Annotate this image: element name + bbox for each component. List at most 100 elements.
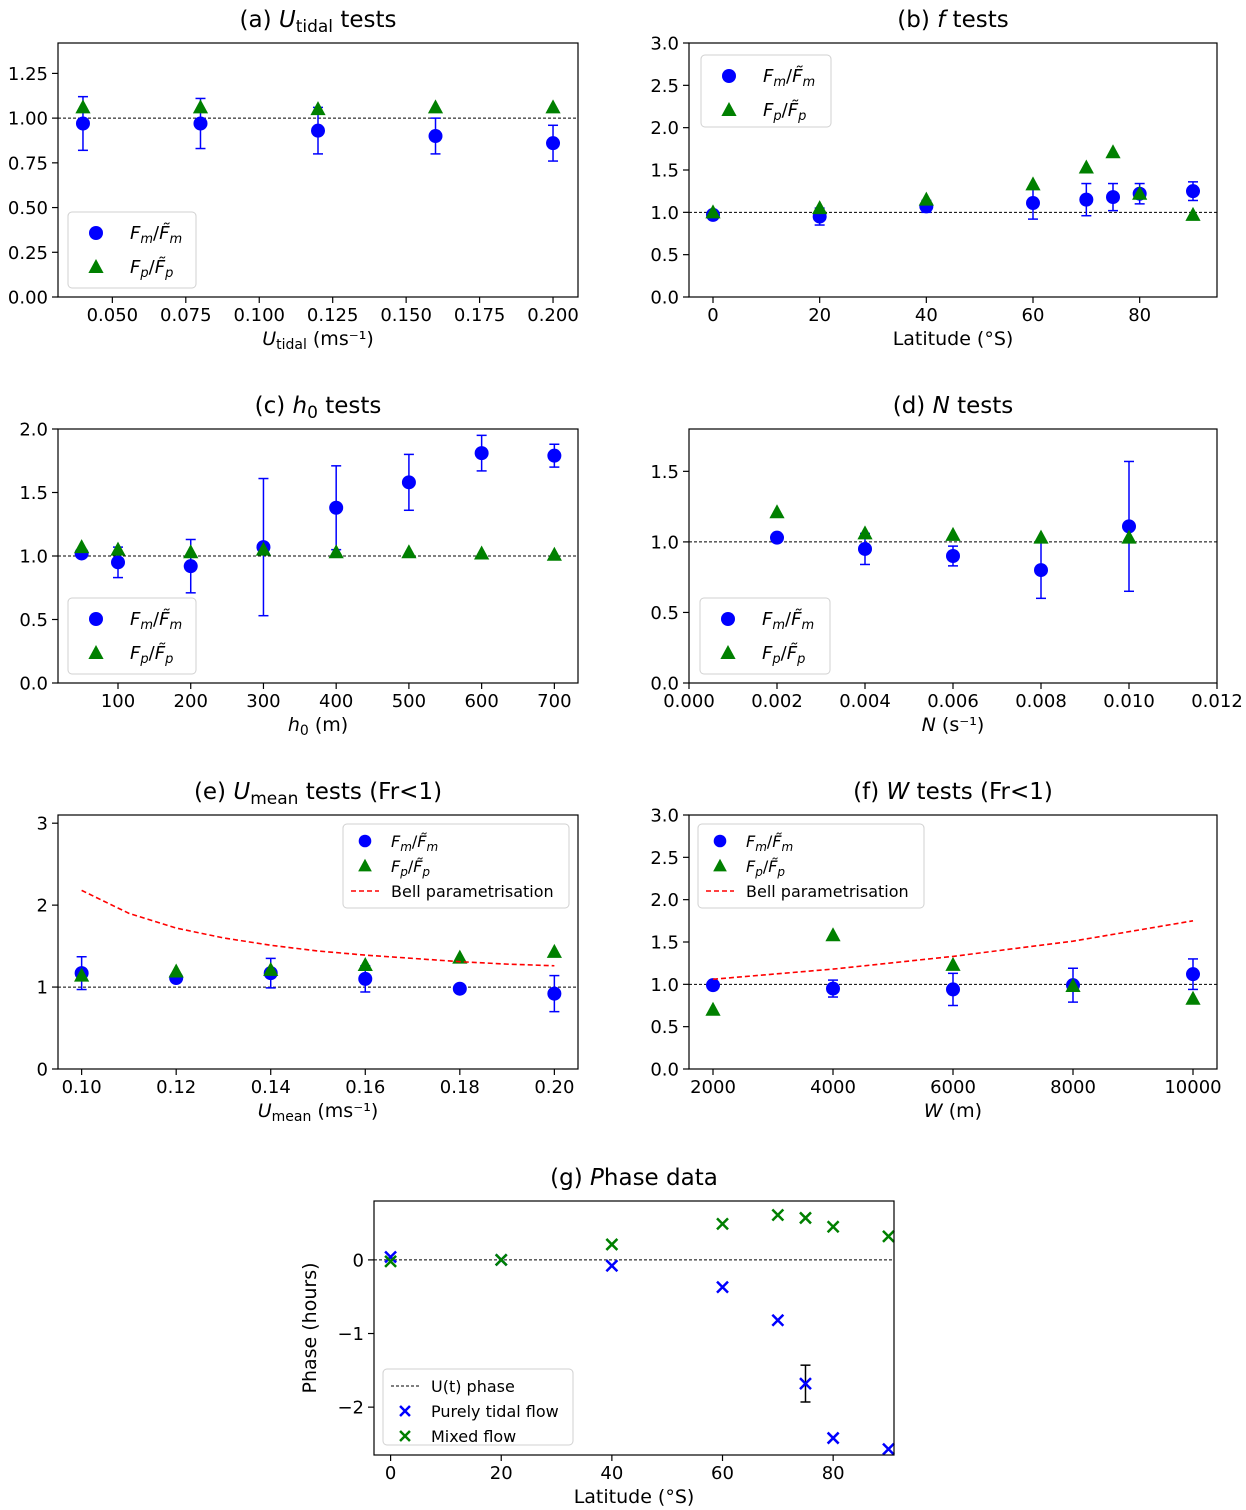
data-point-triangle — [857, 525, 873, 540]
series-mixedflow — [384, 1208, 895, 1268]
y-tick-label: 2.5 — [650, 76, 679, 97]
x-tick-label: 0.010 — [1103, 691, 1155, 712]
y-tick-label: 2.5 — [650, 848, 679, 869]
data-point-circle — [358, 834, 372, 848]
x-tick-label: 0.20 — [534, 1077, 574, 1098]
data-point-triangle — [357, 956, 373, 971]
legend-label: U(t) phase — [431, 1377, 515, 1396]
y-tick-label: 0.5 — [650, 603, 679, 624]
series-fpfp — [705, 144, 1201, 221]
legend: Fm/F̃m Fp/F̃p — [700, 54, 832, 128]
plot-frame — [688, 428, 1218, 684]
data-point-x — [882, 1229, 895, 1243]
chart-panel-b: (b) f tests 0 20 40 60 80 0.0 0.5 1.0 1.5 2.0 2.5 3.… — [650, 7, 1218, 350]
data-point-circle — [193, 116, 208, 131]
data-point-circle — [1034, 563, 1048, 578]
y-tick-label: 1.5 — [650, 933, 679, 954]
data-point-circle — [546, 136, 561, 151]
series-bellparametrisation — [712, 920, 1194, 981]
x-tick-label: 0.100 — [233, 305, 285, 326]
x-tick-label: 6000 — [930, 1077, 976, 1098]
data-point-triangle — [1025, 176, 1041, 191]
data-point-x — [605, 1259, 619, 1273]
y-axis-label: Phase (hours) — [299, 1262, 321, 1393]
data-point-circle — [826, 981, 840, 996]
y-tick-label: 0.75 — [8, 153, 48, 174]
data-point-x — [799, 1211, 812, 1225]
plot-frame — [57, 428, 579, 684]
legend: Fm/F̃m Fp/F̃p — [67, 211, 197, 289]
x-tick-label: 600 — [464, 691, 498, 712]
y-tick-label: 1.25 — [8, 64, 48, 85]
data-point-circle — [1106, 190, 1120, 205]
data-point-circle — [358, 971, 373, 986]
y-tick-label: 1.00 — [8, 109, 48, 130]
x-tick-label: 0.000 — [663, 691, 715, 712]
data-point-triangle — [546, 943, 562, 958]
y-tick-label: 1.0 — [650, 975, 679, 996]
data-point-triangle — [1033, 529, 1049, 544]
chart-title: (a) Utidal tests — [240, 7, 397, 37]
x-tick-label: 0.12 — [156, 1077, 196, 1098]
legend-box — [342, 823, 570, 909]
data-point-triangle — [474, 545, 490, 560]
legend: Fm/F̃m Fp/F̃p — [67, 597, 197, 675]
x-tick-label: 700 — [537, 691, 571, 712]
y-tick-label: 1.0 — [19, 547, 48, 568]
x-tick-label: 0 — [385, 1463, 396, 1484]
legend-label: Fm/F̃m — [130, 223, 182, 247]
x-axis-label: W (m) — [924, 1100, 982, 1122]
data-point-triangle — [88, 645, 104, 659]
x-tick-label: 80 — [822, 1463, 845, 1484]
data-point-x — [799, 1377, 812, 1390]
data-point-triangle — [825, 927, 841, 942]
data-point-triangle — [812, 200, 828, 215]
data-point-x — [399, 1430, 411, 1442]
data-point-triangle — [452, 949, 468, 964]
data-point-triangle — [721, 102, 737, 116]
data-point-circle — [946, 982, 960, 997]
series-fmfm — [74, 434, 562, 617]
data-point-triangle — [1078, 159, 1094, 174]
x-tick-label: 0.008 — [1015, 691, 1067, 712]
y-tick-label: 0 — [353, 1250, 364, 1271]
legend-label: Mixed flow — [431, 1427, 516, 1446]
chart-panel-f: (f) W tests (Fr<1) 2000 4000 6000 8000 10000 0… — [650, 779, 1221, 1122]
data-point-x — [384, 1250, 397, 1264]
y-tick-label: 2.0 — [650, 890, 679, 911]
x-axis-label: h0 (m) — [288, 714, 348, 739]
data-point-triangle — [720, 645, 736, 659]
x-tick-label: 0.18 — [440, 1077, 480, 1098]
x-tick-label: 400 — [319, 691, 353, 712]
data-point-x — [716, 1280, 729, 1294]
x-tick-label: 4000 — [810, 1077, 856, 1098]
chart-title: (d) N tests — [893, 393, 1014, 419]
x-axis-label: Utidal (ms⁻¹) — [262, 328, 374, 353]
y-tick-label: 1.5 — [650, 161, 679, 182]
x-tick-label: 40 — [600, 1463, 623, 1484]
y-tick-label: 1.0 — [650, 532, 679, 553]
data-point-circle — [183, 559, 198, 574]
data-point-x — [494, 1253, 508, 1267]
data-point-circle — [1186, 184, 1200, 199]
y-tick-label: 0.0 — [650, 674, 679, 695]
y-tick-label: 0.5 — [650, 245, 679, 266]
data-point-triangle — [1185, 206, 1201, 221]
legend-label: Fm/F̃m — [763, 66, 815, 90]
plot-frame — [373, 1200, 895, 1456]
x-tick-label: 0.150 — [380, 305, 432, 326]
chart-title: (e) Umean tests (Fr<1) — [194, 779, 442, 809]
chart-panel-g: (g) Phase data 0 20 40 60 80 0 −1 −2 Latitude (°S… — [299, 1165, 895, 1508]
data-point-x — [882, 1442, 895, 1456]
legend-label: Fp/F̃p — [391, 857, 430, 879]
x-tick-label: 0.10 — [62, 1077, 102, 1098]
legend: Fm/F̃m Fp/F̃p Bell parametrisation — [697, 823, 925, 909]
data-point-circle — [329, 500, 344, 515]
legend: U(t) phase Purely tidal flow Mixed flow — [382, 1368, 574, 1446]
data-point-circle — [721, 612, 735, 626]
data-point-x — [771, 1208, 785, 1222]
legend-label: Fp/F̃p — [130, 643, 173, 667]
series-fpfp — [75, 99, 561, 116]
data-point-triangle — [75, 99, 91, 114]
legend-label: Bell parametrisation — [391, 882, 554, 901]
